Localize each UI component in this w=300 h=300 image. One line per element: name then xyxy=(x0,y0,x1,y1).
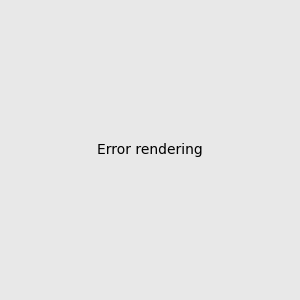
Text: Error rendering: Error rendering xyxy=(97,143,203,157)
